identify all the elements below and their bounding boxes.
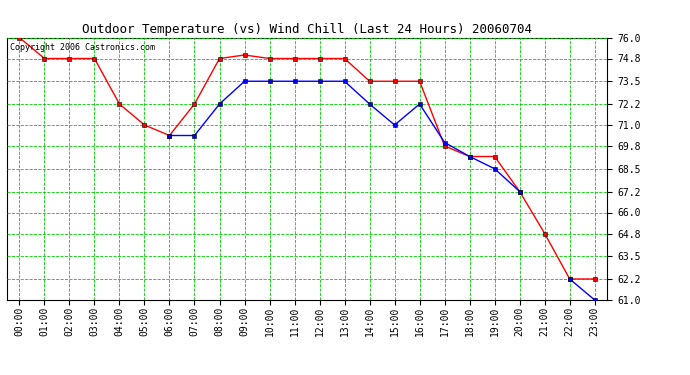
Text: Copyright 2006 Castronics.com: Copyright 2006 Castronics.com <box>10 43 155 52</box>
Title: Outdoor Temperature (vs) Wind Chill (Last 24 Hours) 20060704: Outdoor Temperature (vs) Wind Chill (Las… <box>82 23 532 36</box>
